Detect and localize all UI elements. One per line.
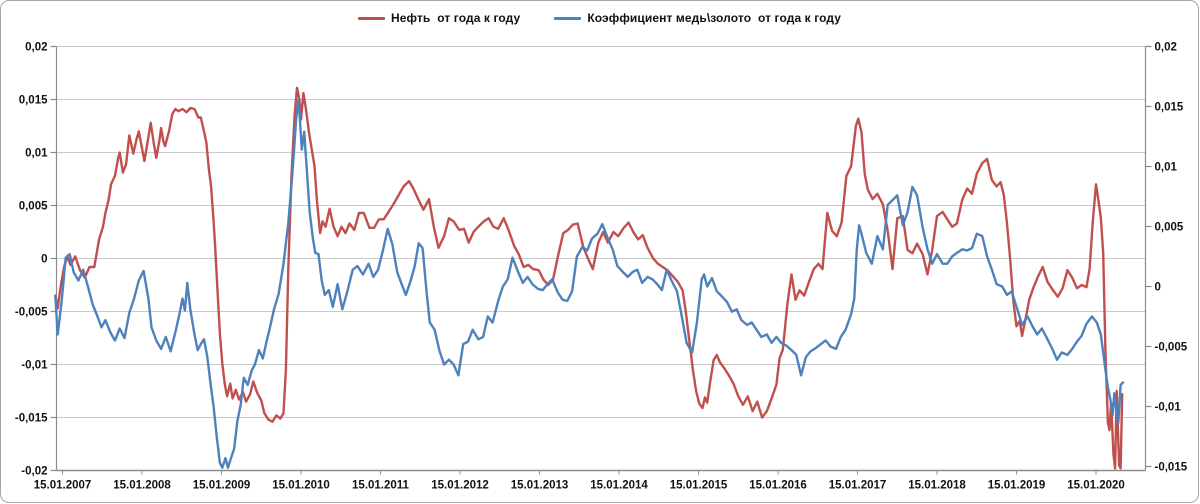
- x-axis-tick-label: 15.01.2008: [113, 480, 171, 492]
- right-axis-tick-label: 0,015: [1155, 102, 1184, 114]
- x-axis-tick-label: 15.01.2017: [829, 480, 887, 492]
- right-axis-tick-label: 0,02: [1155, 42, 1177, 54]
- right-axis-tick-label: -0,005: [1155, 342, 1188, 354]
- left-axis-tick-label: 0,015: [19, 95, 48, 107]
- legend-item-oil: Нефть от года к году: [357, 11, 521, 25]
- oil-series-line: [54, 86, 1124, 470]
- x-axis-tick-label: 15.01.2020: [1067, 480, 1125, 492]
- x-axis-tick-label: 15.01.2018: [908, 480, 966, 492]
- left-axis-tick-label: 0,005: [19, 201, 48, 213]
- copper-gold-series-swatch: [554, 16, 582, 20]
- right-axis-tick-label: -0,015: [1155, 462, 1188, 474]
- chart-legend: Нефть от года к году Коэффициент медь\зо…: [1, 8, 1198, 28]
- copper-gold-series-line: [54, 98, 1125, 469]
- left-axis-tick-label: 0,02: [25, 42, 47, 54]
- x-axis-tick-label: 15.01.2016: [749, 480, 807, 492]
- x-axis-tick-label: 15.01.2014: [590, 480, 648, 492]
- x-axis-tick-label: 15.01.2015: [670, 480, 728, 492]
- x-axis-tick-label: 15.01.2009: [193, 480, 251, 492]
- right-axis-tick-label: 0: [1155, 282, 1161, 294]
- x-axis-tick-label: 15.01.2010: [272, 480, 330, 492]
- oil-series-label: Нефть от года к году: [390, 11, 521, 25]
- x-axis-tick-label: 15.01.2019: [988, 480, 1046, 492]
- left-axis-tick-label: -0,015: [15, 413, 48, 425]
- oil-series-swatch: [357, 16, 385, 20]
- legend-item-copper-gold: Коэффициент медь\золото от года к году: [554, 11, 841, 25]
- left-axis-tick-label: 0: [41, 254, 47, 266]
- right-axis-tick-label: -0,01: [1155, 402, 1182, 414]
- x-axis-tick-label: 15.01.2007: [34, 480, 92, 492]
- x-axis-tick-label: 15.01.2013: [511, 480, 569, 492]
- copper-gold-series-label: Коэффициент медь\золото от года к году: [587, 11, 842, 25]
- x-axis-tick-label: 15.01.2012: [431, 480, 489, 492]
- left-axis-tick-label: 0,01: [25, 148, 48, 160]
- right-axis-tick-label: 0,005: [1155, 222, 1184, 234]
- right-axis-tick-label: 0,01: [1155, 162, 1178, 174]
- x-axis-tick-label: 15.01.2011: [352, 480, 410, 492]
- left-axis-tick-label: -0,005: [15, 307, 48, 319]
- left-axis-tick-label: -0,01: [21, 360, 48, 372]
- left-axis-tick-label: -0,02: [21, 466, 47, 478]
